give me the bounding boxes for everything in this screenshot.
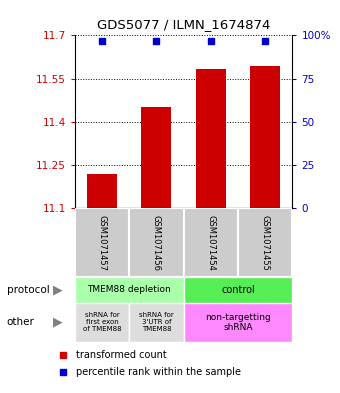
Text: ▶: ▶ [53, 283, 63, 296]
Bar [75, 208, 129, 277]
Text: transformed count: transformed count [75, 350, 166, 360]
Bar [238, 208, 292, 277]
Text: ▶: ▶ [53, 316, 63, 329]
Bar [141, 107, 171, 208]
Bar [250, 66, 280, 208]
Text: shRNA for
first exon
of TMEM88: shRNA for first exon of TMEM88 [83, 312, 121, 332]
Title: GDS5077 / ILMN_1674874: GDS5077 / ILMN_1674874 [97, 18, 270, 31]
Text: GSM1071455: GSM1071455 [261, 215, 270, 271]
Text: control: control [221, 285, 255, 295]
Bar [196, 68, 226, 208]
Bar [184, 277, 292, 303]
Text: protocol: protocol [7, 285, 50, 295]
Bar [129, 303, 184, 342]
Text: GSM1071456: GSM1071456 [152, 215, 161, 271]
Bar [129, 208, 184, 277]
Text: shRNA for
3'UTR of
TMEM88: shRNA for 3'UTR of TMEM88 [139, 312, 174, 332]
Bar [75, 303, 129, 342]
Bar [184, 303, 292, 342]
Bar [184, 208, 238, 277]
Text: TMEM88 depletion: TMEM88 depletion [87, 285, 171, 294]
Text: non-targetting
shRNA: non-targetting shRNA [205, 312, 271, 332]
Text: GSM1071454: GSM1071454 [206, 215, 215, 271]
Text: percentile rank within the sample: percentile rank within the sample [75, 367, 241, 377]
Text: other: other [7, 317, 35, 327]
Text: GSM1071457: GSM1071457 [98, 215, 106, 271]
Bar [75, 277, 184, 303]
Bar [87, 174, 117, 208]
